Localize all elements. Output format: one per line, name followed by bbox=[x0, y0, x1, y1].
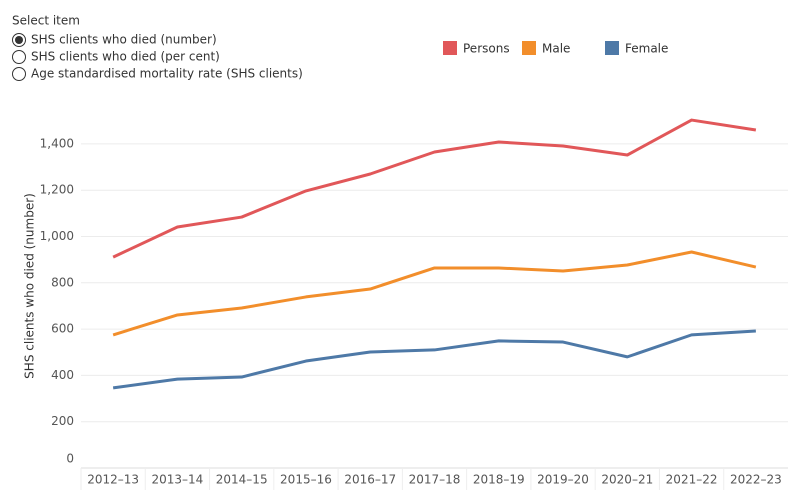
legend-swatch bbox=[522, 41, 536, 55]
y-tick-label: 600 bbox=[51, 322, 74, 336]
x-tick-label: 2012–13 bbox=[87, 473, 139, 487]
y-tick-label: 1,000 bbox=[40, 229, 74, 243]
radio-dot bbox=[15, 36, 23, 44]
x-tick-label: 2013–14 bbox=[152, 473, 204, 487]
series-line bbox=[112, 329, 756, 390]
x-tick-label: 2020–21 bbox=[601, 473, 653, 487]
control-title: Select item bbox=[12, 14, 80, 28]
series-line bbox=[112, 118, 757, 259]
radio-label[interactable]: Age standardised mortality rate (SHS cli… bbox=[31, 67, 303, 81]
y-tick-label: 400 bbox=[51, 368, 74, 382]
x-tick-label: 2018–19 bbox=[473, 473, 525, 487]
y-tick-label: 1,200 bbox=[40, 183, 74, 197]
radio-button[interactable] bbox=[12, 50, 26, 64]
x-tick-label: 2019–20 bbox=[537, 473, 589, 487]
y-tick-label: 800 bbox=[51, 275, 74, 289]
x-tick-label: 2021–22 bbox=[666, 473, 718, 487]
x-tick-label: 2022–23 bbox=[730, 473, 782, 487]
legend-label: Persons bbox=[463, 42, 510, 56]
y-axis-label: SHS clients who died (number) bbox=[23, 193, 37, 379]
legend-label: Male bbox=[542, 42, 570, 56]
radio-button[interactable] bbox=[12, 67, 26, 81]
legend-swatch bbox=[443, 41, 457, 55]
x-tick-label: 2015–16 bbox=[280, 473, 332, 487]
legend-swatch bbox=[605, 41, 619, 55]
x-tick-label: 2016–17 bbox=[344, 473, 396, 487]
radio-label[interactable]: SHS clients who died (number) bbox=[31, 33, 217, 47]
x-tick-label: 2014–15 bbox=[216, 473, 268, 487]
y-tick-label: 1,400 bbox=[40, 136, 74, 150]
series-line bbox=[112, 250, 757, 337]
y-tick-label: 200 bbox=[51, 414, 74, 428]
legend-label: Female bbox=[625, 42, 668, 56]
x-tick-label: 2017–18 bbox=[409, 473, 461, 487]
y-tick-label: 0 bbox=[66, 452, 74, 466]
radio-label[interactable]: SHS clients who died (per cent) bbox=[31, 50, 220, 64]
